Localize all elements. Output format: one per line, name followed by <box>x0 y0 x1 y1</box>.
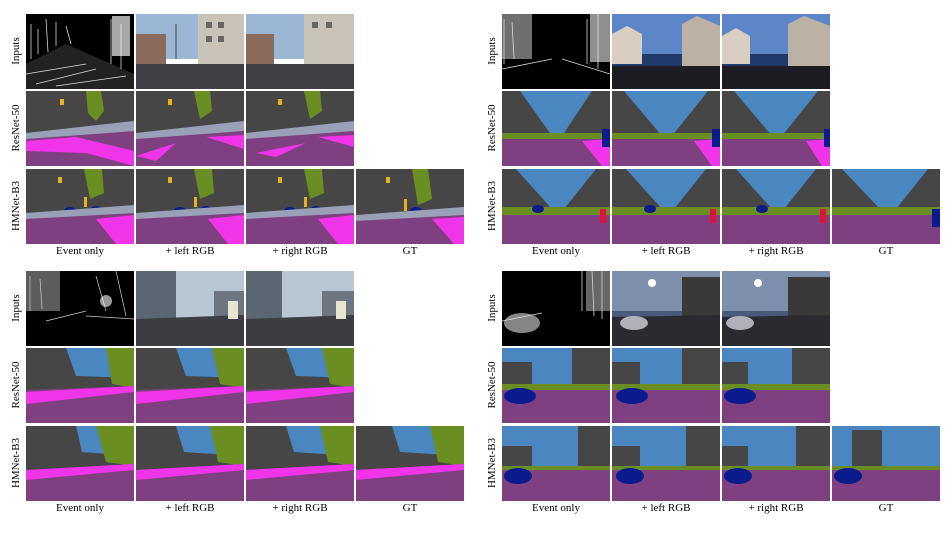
resnet50-right-rgb <box>722 91 830 166</box>
hmnet-right-rgb <box>722 169 830 244</box>
panel-top-left: Inputs ResNet-50 HMNet-B3 <box>8 14 468 264</box>
hmnet-right-rgb <box>722 426 830 501</box>
panel-bottom-left: Inputs ResNet-50 HMNet-B3 <box>8 271 468 521</box>
resnet50-left-rgb <box>612 91 720 166</box>
hmnet-left-rgb <box>136 426 244 501</box>
column-label-left-rgb: + left RGB <box>641 245 691 257</box>
column-label-left-rgb: + left RGB <box>165 245 215 257</box>
input-left-rgb-image <box>612 14 720 89</box>
input-right-rgb-image <box>246 271 354 346</box>
column-label-gt: GT <box>402 245 418 257</box>
resnet50-left-rgb <box>612 348 720 423</box>
input-event-image <box>26 14 134 89</box>
hmnet-event-only <box>502 169 610 244</box>
column-label-right-rgb: + right RGB <box>748 245 804 257</box>
input-left-rgb-image <box>136 271 244 346</box>
hmnet-event-only <box>502 426 610 501</box>
column-label-gt: GT <box>402 502 418 514</box>
resnet50-event-only <box>502 91 610 166</box>
ground-truth <box>356 169 464 244</box>
column-label-event-only: Event only <box>56 245 104 257</box>
row-label-hmnet-b3: HMNet-B3 <box>10 437 22 489</box>
resnet50-right-rgb <box>246 91 354 166</box>
row-label-resnet50: ResNet-50 <box>10 361 22 409</box>
column-label-gt: GT <box>878 245 894 257</box>
row-label-inputs: Inputs <box>486 37 498 65</box>
row-label-inputs: Inputs <box>10 294 22 322</box>
hmnet-right-rgb <box>246 169 354 244</box>
column-label-right-rgb: + right RGB <box>748 502 804 514</box>
input-right-rgb-image <box>246 14 354 89</box>
resnet50-left-rgb <box>136 91 244 166</box>
row-label-resnet50: ResNet-50 <box>486 361 498 409</box>
hmnet-right-rgb <box>246 426 354 501</box>
row-label-resnet50: ResNet-50 <box>10 104 22 152</box>
column-label-event-only: Event only <box>532 502 580 514</box>
column-label-event-only: Event only <box>532 245 580 257</box>
row-label-hmnet-b3: HMNet-B3 <box>486 180 498 232</box>
column-label-gt: GT <box>878 502 894 514</box>
resnet50-left-rgb <box>136 348 244 423</box>
resnet50-event-only <box>26 91 134 166</box>
column-label-left-rgb: + left RGB <box>641 502 691 514</box>
row-label-hmnet-b3: HMNet-B3 <box>486 437 498 489</box>
resnet50-right-rgb <box>246 348 354 423</box>
ground-truth <box>356 426 464 501</box>
row-label-inputs: Inputs <box>486 294 498 322</box>
ground-truth <box>832 169 940 244</box>
hmnet-left-rgb <box>612 169 720 244</box>
column-label-left-rgb: + left RGB <box>165 502 215 514</box>
column-label-event-only: Event only <box>56 502 104 514</box>
panel-bottom-right: Inputs ResNet-50 HMNet-B3 <box>484 271 944 521</box>
input-right-rgb-image <box>722 14 830 89</box>
input-event-image <box>26 271 134 346</box>
hmnet-event-only <box>26 426 134 501</box>
input-event-image <box>502 271 610 346</box>
hmnet-event-only <box>26 169 134 244</box>
column-label-right-rgb: + right RGB <box>272 245 328 257</box>
input-left-rgb-image <box>136 14 244 89</box>
panel-top-right: Inputs ResNet-50 HMNet-B3 <box>484 14 944 264</box>
input-right-rgb-image <box>722 271 830 346</box>
resnet50-event-only <box>502 348 610 423</box>
hmnet-left-rgb <box>612 426 720 501</box>
hmnet-left-rgb <box>136 169 244 244</box>
row-label-inputs: Inputs <box>10 37 22 65</box>
ground-truth <box>832 426 940 501</box>
input-event-image <box>502 14 610 89</box>
resnet50-event-only <box>26 348 134 423</box>
row-label-hmnet-b3: HMNet-B3 <box>10 180 22 232</box>
resnet50-right-rgb <box>722 348 830 423</box>
column-label-right-rgb: + right RGB <box>272 502 328 514</box>
input-left-rgb-image <box>612 271 720 346</box>
row-label-resnet50: ResNet-50 <box>486 104 498 152</box>
